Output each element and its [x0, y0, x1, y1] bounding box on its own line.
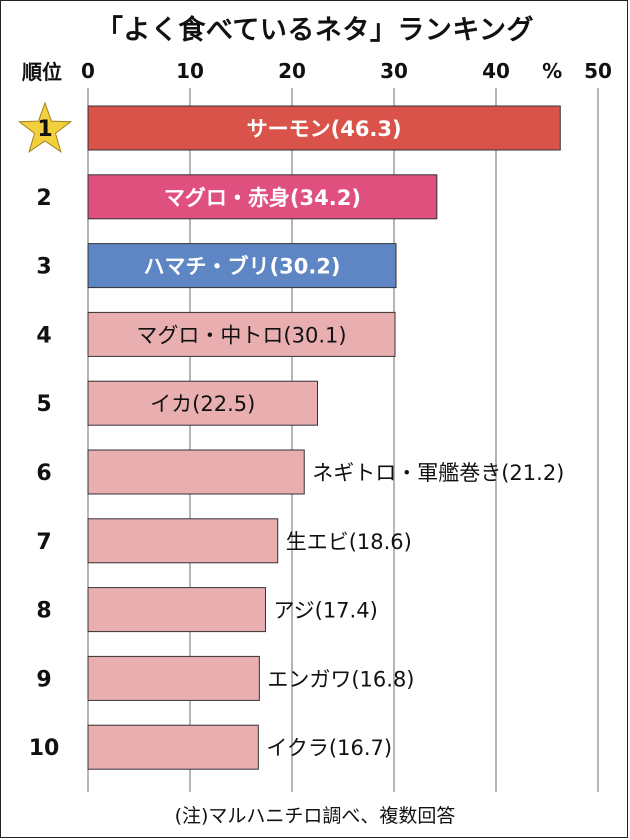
bar	[87, 174, 438, 220]
tick-label: 0	[81, 59, 95, 83]
tick-label: 20	[278, 59, 306, 83]
rank-label: 3	[36, 255, 51, 280]
source-note: (注)マルハニチロ調べ、複数回答	[174, 805, 456, 827]
star-icon	[17, 101, 73, 153]
rank-label: 7	[36, 530, 51, 555]
rank-label: 9	[36, 667, 51, 692]
tick-label: 50	[584, 59, 612, 83]
bar	[87, 243, 397, 289]
bar-label: イクラ(16.7)	[266, 736, 392, 760]
bar-labels: サーモン(46.3) マグロ・赤身(34.2) ハマチ・ブリ(30.2) マグロ・中ト…	[136, 117, 564, 760]
bar-label: サーモン(46.3)	[247, 117, 402, 141]
bar	[87, 587, 266, 633]
rank-label: 2	[36, 186, 51, 211]
bar	[87, 311, 396, 357]
rank-header: 順位	[22, 60, 62, 84]
rank-labels: 1 2 3 4 5 6 7 8 9 10	[17, 101, 73, 761]
bar-label: ハマチ・ブリ(30.2)	[144, 255, 341, 279]
bars	[87, 105, 561, 770]
bar-label: マグロ・中トロ(30.1)	[136, 323, 346, 347]
unit-label: %	[542, 59, 562, 83]
tick-label: 30	[380, 59, 408, 83]
bar-label: 生エビ(18.6)	[286, 530, 412, 554]
bar	[87, 724, 259, 770]
tick-label: 40	[482, 59, 510, 83]
bar	[87, 655, 260, 701]
bar-label: エンガワ(16.8)	[267, 667, 414, 691]
bar	[87, 449, 305, 495]
rank-label: 4	[36, 323, 51, 348]
rank-label: 5	[36, 392, 51, 417]
rank-label: 6	[36, 461, 51, 486]
rank-label: 8	[36, 599, 51, 624]
tick-label: 10	[176, 59, 204, 83]
bar-label: イカ(22.5)	[150, 392, 255, 416]
bar	[87, 105, 561, 151]
bar-label: ネギトロ・軍艦巻き(21.2)	[312, 461, 564, 485]
axis-ticks: 0 10 20 30 40 50%	[81, 59, 612, 83]
bar	[87, 380, 318, 426]
rank-label: 1	[37, 117, 52, 142]
rank-label: 10	[29, 736, 60, 761]
bar-label: アジ(17.4)	[273, 599, 377, 623]
bar	[87, 518, 279, 564]
bar-label: マグロ・赤身(34.2)	[164, 186, 361, 210]
chart-title: 「よく食べているネタ」ランキング	[95, 15, 535, 46]
